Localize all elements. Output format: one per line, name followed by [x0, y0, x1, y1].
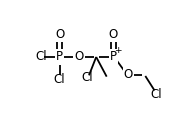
Text: Cl: Cl	[35, 50, 47, 64]
Text: P: P	[110, 50, 117, 64]
Text: Cl: Cl	[150, 88, 162, 101]
Text: O: O	[74, 50, 84, 64]
Text: O: O	[55, 28, 64, 41]
Text: +: +	[114, 46, 121, 55]
Text: Cl: Cl	[81, 71, 93, 84]
Text: P: P	[56, 50, 63, 64]
Text: O: O	[109, 28, 118, 41]
Text: Cl: Cl	[54, 73, 65, 86]
Text: O: O	[124, 68, 133, 81]
